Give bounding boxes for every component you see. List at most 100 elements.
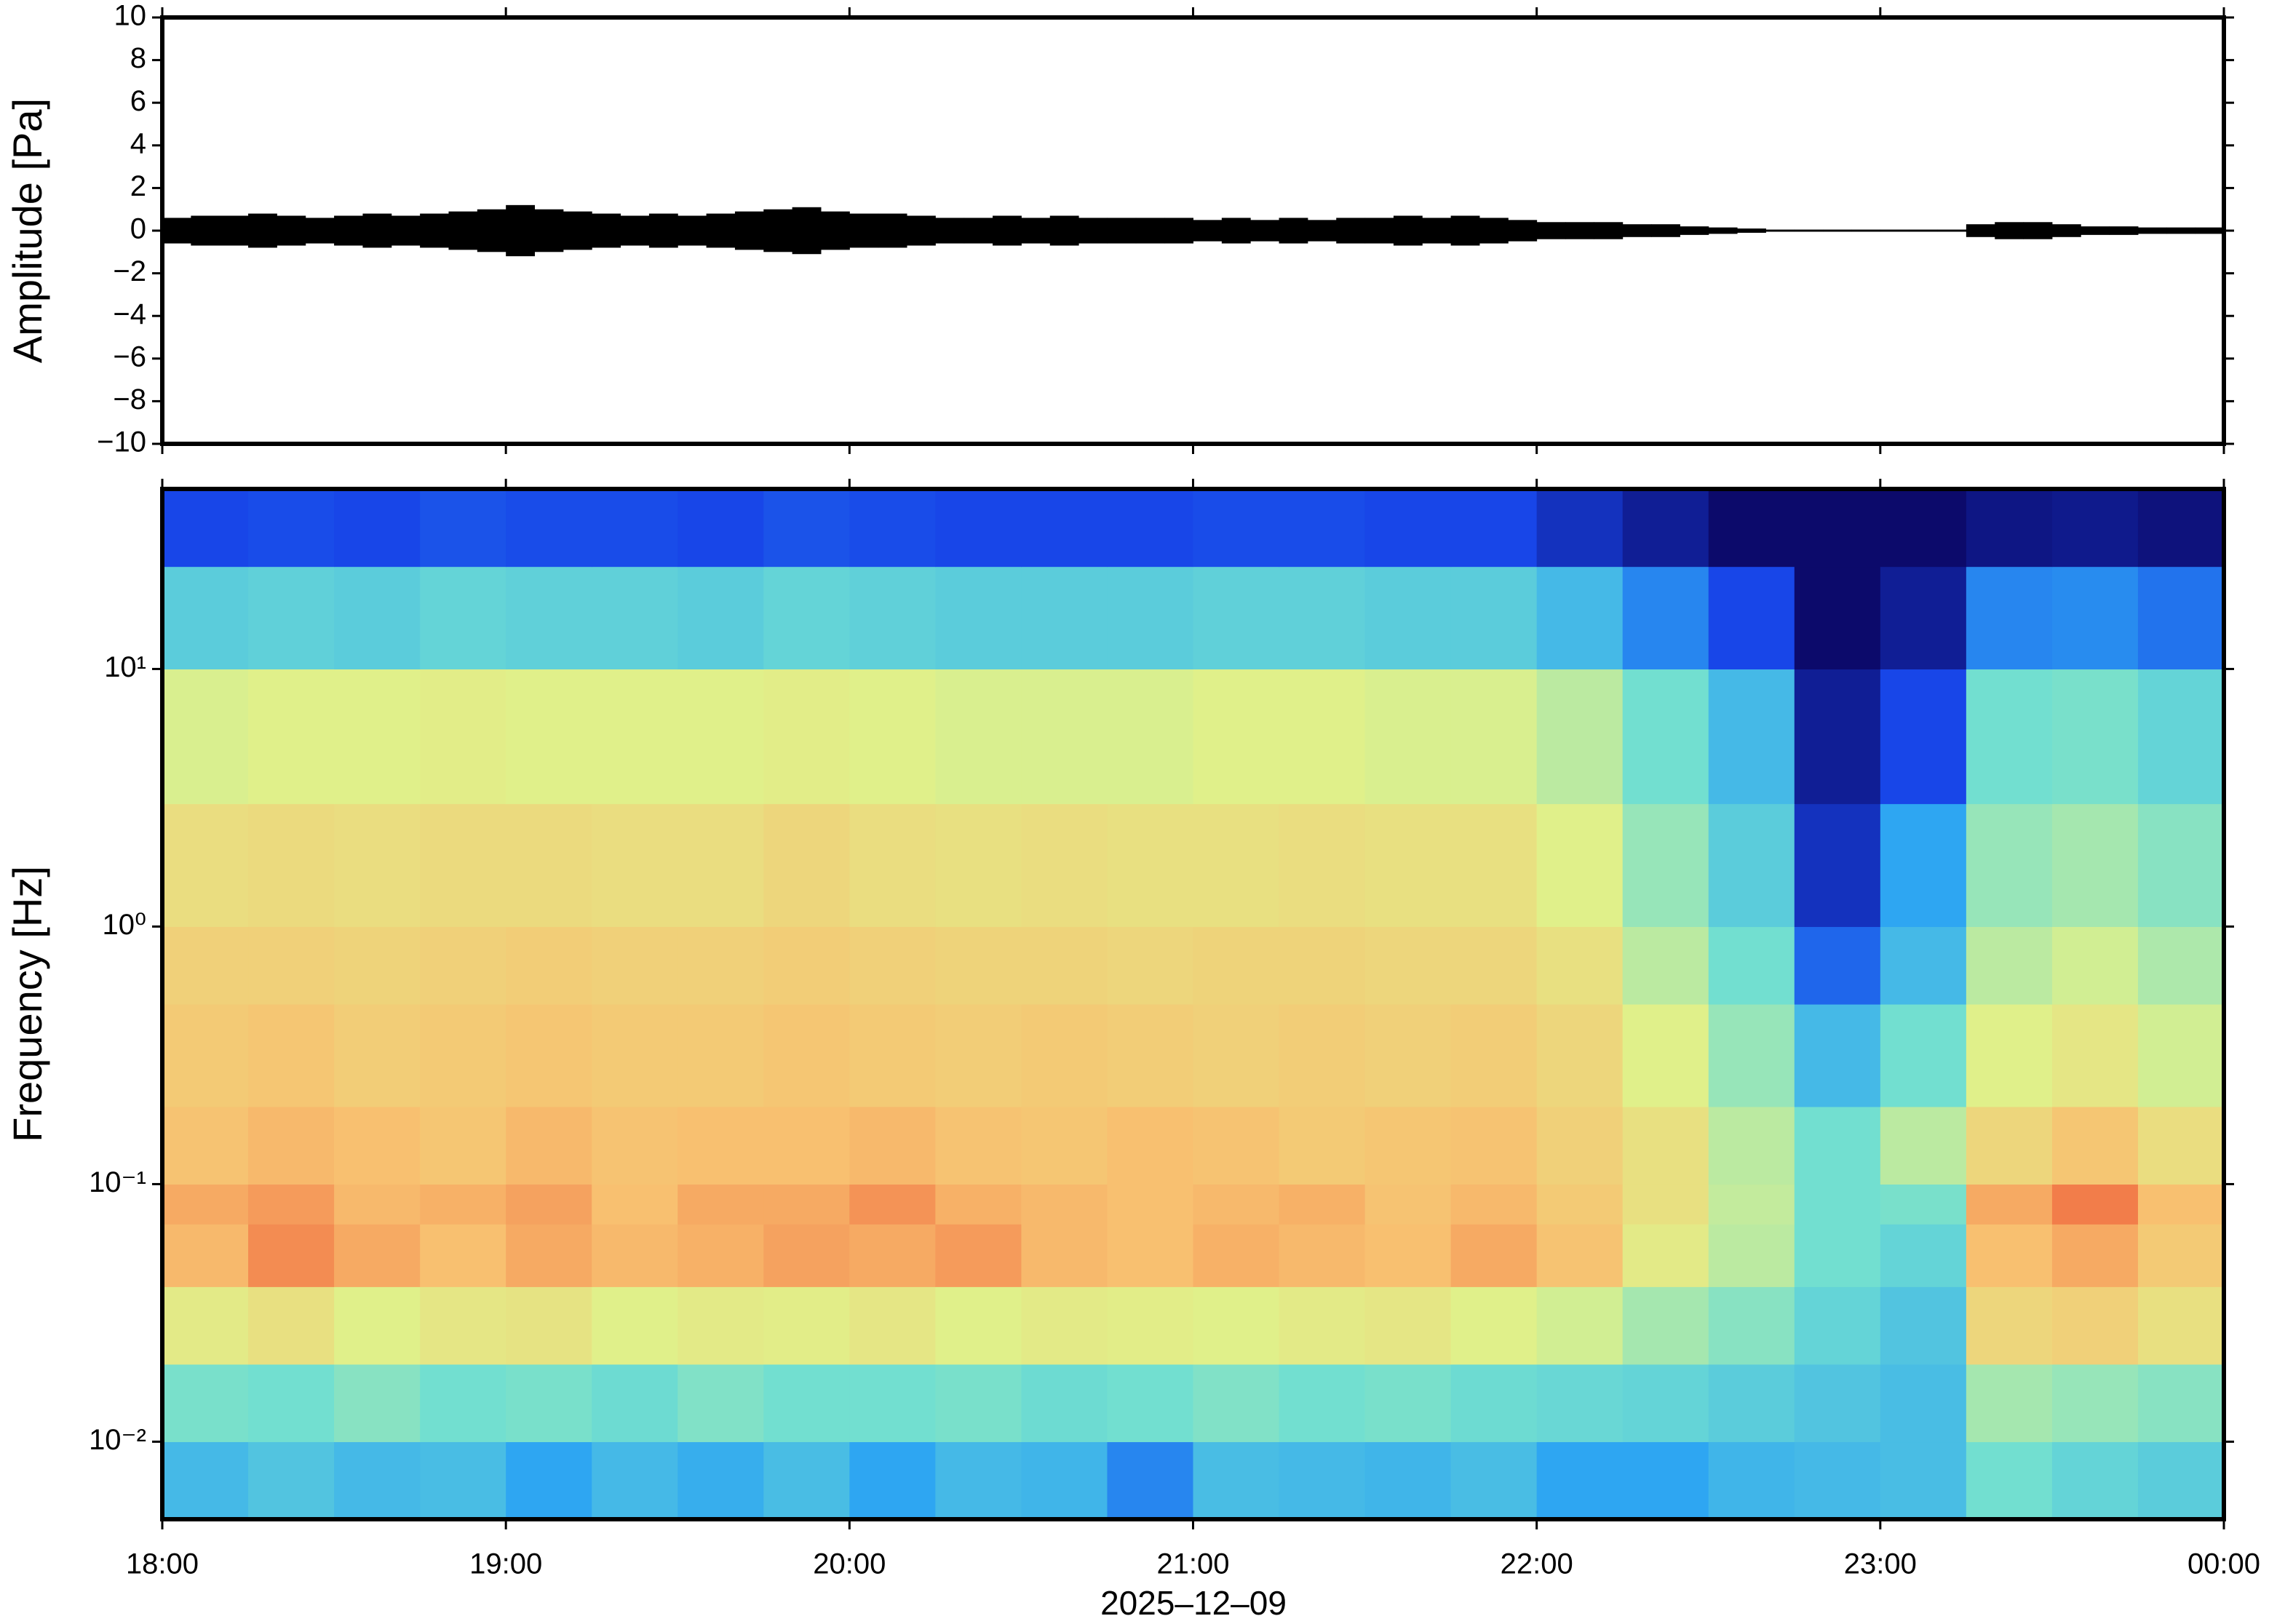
spectrogram-cell — [2137, 926, 2225, 1005]
spectrogram-cell — [763, 489, 850, 568]
spectrogram-cell — [1794, 1184, 1881, 1225]
amplitude-envelope — [1680, 226, 1709, 235]
amplitude-envelope — [2137, 227, 2167, 234]
spectrogram-cell — [1622, 669, 1709, 805]
spectrogram-cell — [849, 1184, 936, 1225]
spectrogram-cell — [334, 926, 421, 1005]
spectrogram-cell — [1193, 1364, 1280, 1443]
amplitude-envelope — [162, 218, 191, 244]
spectrogram-cell — [1880, 803, 1967, 928]
amplitude-envelope — [1193, 220, 1223, 242]
spectrogram-cell — [248, 1286, 335, 1365]
amplitude-envelope — [420, 213, 449, 248]
spectrogram-cell — [677, 669, 764, 805]
spectrogram-cell — [677, 1224, 764, 1287]
spectrogram-cell — [1880, 1224, 1967, 1287]
amplitude-envelope — [2081, 226, 2110, 235]
spectrogram-cell — [1450, 489, 1538, 568]
amplitude-envelope — [1536, 222, 1566, 239]
spectrogram-cell — [935, 1106, 1022, 1185]
spectrogram-cell — [1622, 803, 1709, 928]
spectrogram-cell — [248, 1004, 335, 1107]
y-tick-label: 10⁻¹ — [89, 1166, 146, 1198]
spectrogram-cell — [1279, 803, 1366, 928]
spectrogram-cell — [1794, 489, 1881, 568]
spectrogram-cell — [592, 1004, 678, 1107]
amplitude-envelope — [1622, 224, 1652, 237]
spectrogram-cell — [1794, 669, 1881, 805]
spectrogram-cell — [1193, 926, 1280, 1005]
spectrogram-cell — [1107, 489, 1194, 568]
spectrogram-cell — [1708, 1286, 1795, 1365]
spectrogram-cell — [1880, 1364, 1967, 1443]
amplitude-envelope — [277, 215, 306, 246]
y-tick-label: 10 — [114, 0, 147, 32]
spectrogram-cell — [592, 1286, 678, 1365]
spectrogram-cell — [162, 669, 249, 805]
spectrogram-cell — [1708, 1364, 1795, 1443]
spectrogram-cell — [1966, 566, 2053, 670]
amplitude-envelope — [506, 204, 536, 257]
spectrogram-cell — [2051, 489, 2139, 568]
spectrogram-cell — [1021, 803, 1108, 928]
spectrogram-cell — [1107, 1224, 1194, 1287]
spectrogram-cell — [1279, 1441, 1366, 1520]
spectrogram-cell — [1450, 1224, 1538, 1287]
amplitude-envelope — [1737, 228, 1766, 233]
spectrogram-cell — [334, 1106, 421, 1185]
spectrogram-cell — [1364, 803, 1452, 928]
spectrogram-cell — [162, 1441, 249, 1520]
x-tick-label: 00:00 — [2187, 1548, 2260, 1580]
amplitude-envelope — [734, 211, 764, 250]
spectrogram-cell — [248, 803, 335, 928]
y-tick-label: −2 — [113, 255, 146, 287]
spectrogram-cell — [2051, 669, 2139, 805]
spectrogram-cell — [420, 1224, 506, 1287]
y-tick-label: 6 — [130, 85, 146, 117]
spectrogram-cell — [1021, 566, 1108, 670]
spectrogram-cell — [1193, 1106, 1280, 1185]
amplitude-envelope — [935, 218, 965, 244]
spectrogram-cell — [420, 566, 506, 670]
spectrogram-cell — [763, 803, 850, 928]
amplitude-envelope — [334, 215, 363, 246]
spectrogram-cell — [248, 1106, 335, 1185]
spectrogram-cell — [506, 1441, 592, 1520]
spectrogram-cell — [1536, 1004, 1624, 1107]
x-tick-label: 20:00 — [813, 1548, 886, 1580]
spectrogram-cell — [935, 926, 1022, 1005]
amplitude-envelope — [1765, 229, 1795, 232]
spectrogram-cell — [1193, 1441, 1280, 1520]
spectrogram-cell — [1364, 669, 1452, 805]
spectrogram-cell — [1021, 489, 1108, 568]
spectrogram-cell — [506, 669, 592, 805]
y-tick-label: 8 — [130, 42, 146, 74]
spectrogram-cell — [334, 1184, 421, 1225]
spectrogram-cell — [1708, 1441, 1795, 1520]
amplitude-envelope — [1794, 229, 1824, 232]
y-tick-label: 4 — [130, 127, 146, 159]
spectrogram-cell — [1708, 669, 1795, 805]
spectrogram-cell — [1364, 926, 1452, 1005]
amplitude-envelope — [448, 211, 478, 250]
y-axis-title: Amplitude [Pa] — [4, 98, 50, 363]
spectrogram-cell — [1021, 1106, 1108, 1185]
spectrogram-cell — [2137, 1224, 2225, 1287]
spectrogram-cell — [1536, 1106, 1624, 1185]
spectrogram-cell — [1107, 1441, 1194, 1520]
amplitude-envelope — [2023, 222, 2053, 239]
spectrogram-cell — [677, 1286, 764, 1365]
spectrogram-cell — [1107, 669, 1194, 805]
amplitude-envelope — [907, 215, 936, 246]
spectrogram-cell — [849, 1364, 936, 1443]
spectrogram-cell — [420, 1106, 506, 1185]
amplitude-envelope — [1995, 222, 2024, 239]
amplitude-envelope — [1508, 220, 1538, 242]
amplitude-envelope — [592, 213, 621, 248]
spectrogram-cell — [1966, 926, 2053, 1005]
spectrogram-cell — [1880, 1441, 1967, 1520]
spectrogram-cell — [2137, 1106, 2225, 1185]
spectrogram-cell — [1364, 566, 1452, 670]
amplitude-envelope — [1135, 218, 1165, 244]
